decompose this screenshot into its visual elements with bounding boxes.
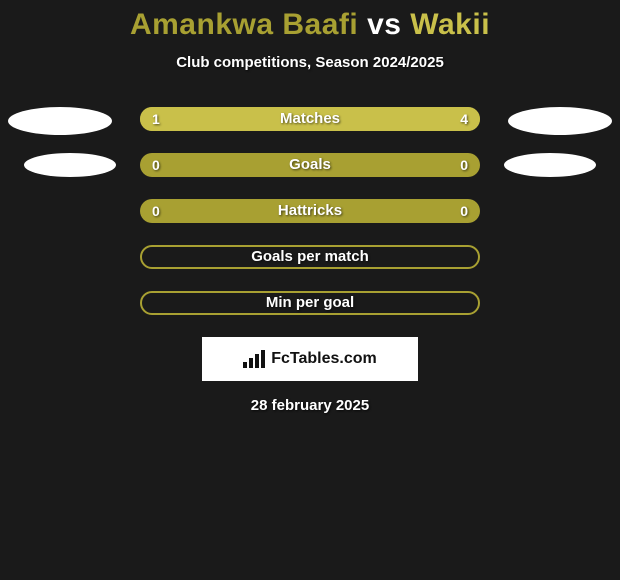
stat-row: 0 0 Goals — [0, 153, 620, 177]
comparison-infographic: Amankwa Baafi vs Wakii Club competitions… — [0, 0, 620, 580]
attribution-text: FcTables.com — [271, 350, 377, 368]
subtitle: Club competitions, Season 2024/2025 — [0, 54, 620, 71]
stat-row: 1 4 Matches — [0, 107, 620, 131]
player1-name: Amankwa Baafi — [130, 8, 358, 41]
bar-track-outline — [140, 245, 480, 269]
bar-track — [140, 153, 480, 177]
footer-date: 28 february 2025 — [0, 397, 620, 414]
player2-name: Wakii — [410, 8, 490, 41]
stat-row: 0 0 Hattricks — [0, 199, 620, 223]
stat-row: Goals per match — [0, 245, 620, 269]
title-vs: vs — [367, 8, 401, 41]
page-title: Amankwa Baafi vs Wakii — [0, 8, 620, 42]
bar-track-outline — [140, 291, 480, 315]
stat-row: Min per goal — [0, 291, 620, 315]
comparison-chart: 1 4 Matches 0 0 Goals 0 0 Hattricks — [0, 107, 620, 315]
bar-fill-left — [140, 107, 208, 131]
bar-track — [140, 107, 480, 131]
bar-chart-icon — [243, 350, 265, 368]
bar-track — [140, 199, 480, 223]
bar-fill-right — [208, 107, 480, 131]
attribution-badge: FcTables.com — [202, 337, 418, 381]
